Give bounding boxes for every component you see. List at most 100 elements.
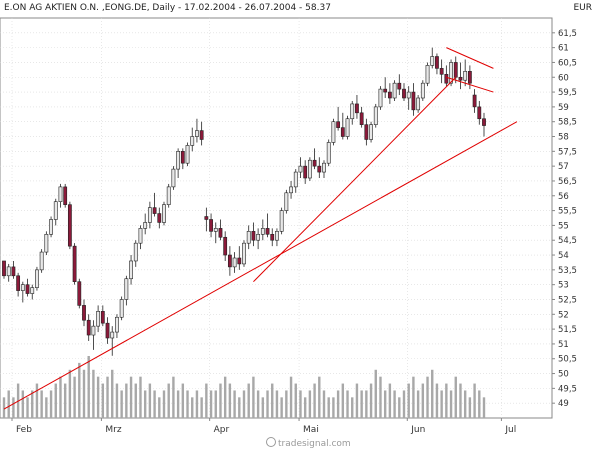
volume-bar [294,383,297,418]
volume-bar [407,383,410,418]
candle-body [326,142,331,164]
candle-body [406,91,411,99]
candle-body [307,159,312,179]
y-tick-label: 58 [558,133,569,143]
candle-body [265,228,270,235]
volume-bar [54,383,57,418]
volume-bar [289,376,293,418]
candle-body [25,284,30,294]
candle-body [439,68,444,75]
volume-bar [172,376,175,418]
volume-bar [440,390,443,418]
candle-body [180,151,185,164]
volume-bar [346,390,349,418]
candle-body [364,124,369,140]
chart-title: E.ON AG AKTIEN O.N. ,EONG.DE, Daily - 17… [4,3,331,13]
candle-body [86,319,91,336]
volume-bar [228,383,232,418]
volume-bar [365,390,368,418]
candle-body [171,168,176,188]
volume-bar [478,390,481,418]
volume-bar [12,397,15,418]
candle-body [100,311,105,324]
y-tick-label: 56 [558,192,569,202]
volume-bar [275,390,279,418]
candle-body [227,254,232,268]
volume-bar [233,390,236,418]
volume-bar [59,376,62,418]
volume-bar [388,383,392,418]
y-tick-label: 61 [558,44,569,54]
candle-body [162,204,166,223]
volume-bar [82,369,86,418]
candle-body [378,88,383,108]
volume-bar [158,397,161,418]
volume-bar [355,383,359,418]
volume-bar [318,376,321,418]
volume-bar [374,369,377,418]
volume-bar [459,383,462,418]
volume-bar [200,397,203,418]
y-tick-label: 52 [558,310,569,320]
y-tick-label: 53,5 [558,266,577,276]
y-tick-label: 51,5 [558,325,577,335]
volume-bar [473,383,476,418]
volume-bar [167,383,170,418]
volume-bar [369,383,373,418]
candle-body [482,118,486,126]
y-tick-label: 54,5 [558,236,577,246]
x-tick-label: Jul [504,425,516,435]
candle-body [49,219,53,235]
candle-body [63,186,68,205]
candle-body [213,228,218,232]
candle-body [369,124,373,140]
volume-bar [26,397,29,418]
volume-bar [134,383,137,418]
candle-body [458,76,463,81]
candle-body [435,56,439,69]
volume-bar [256,390,260,418]
volume-bar [285,390,288,418]
y-tick-label: 60 [558,73,569,83]
candle-body [383,88,388,93]
volume-bar [299,390,302,418]
volume-bar [303,397,307,418]
candle-body [373,106,378,125]
y-tick-label: 54 [558,251,569,261]
volume-bar [111,369,114,418]
volume-bar [445,383,448,418]
volume-bar [176,390,180,418]
volume-bar [181,383,185,418]
volume-bar [214,390,217,418]
volume-bar [412,376,415,418]
volume-bar [383,390,387,418]
volume-bar [280,397,283,418]
x-tick-label: Mai [303,425,319,435]
candle-body [30,287,35,294]
candle-body [53,201,58,220]
y-tick-label: 55 [558,221,569,231]
candle-body [340,127,345,137]
volume-bar [421,383,425,418]
volume-bar [78,362,81,418]
volume-bar [482,397,486,418]
candle-body [453,62,458,78]
volume-bar [261,397,265,418]
y-tick-label: 49 [558,399,569,409]
candle-body [39,251,44,271]
candle-body [350,103,355,120]
volume-bar [2,397,6,418]
volume-bar [454,376,457,418]
candle-body [251,231,256,241]
candle-body [392,82,397,99]
volume-bar [431,369,434,418]
candle-body [289,186,293,194]
candle-body [16,275,21,291]
candle-body [336,121,341,128]
y-tick-label: 50 [558,370,569,380]
volume-bar [186,390,189,418]
candle-body [256,233,261,241]
candle-body [209,219,213,232]
x-tick-label: Feb [16,425,32,435]
